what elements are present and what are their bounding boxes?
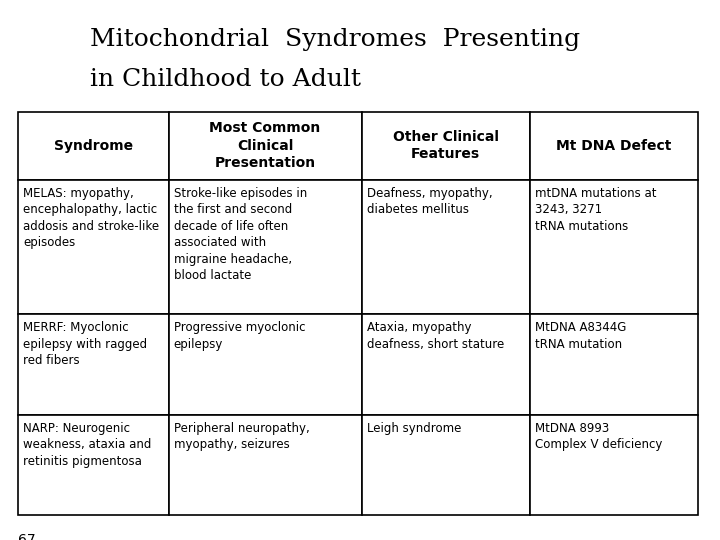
Bar [530,179,698,314]
Text: Other Clinical
Features: Other Clinical Features [392,130,499,161]
Bar [18,112,168,179]
Bar [18,179,168,314]
Bar [168,179,361,314]
Bar [168,112,361,179]
Text: Ataxia, myopathy
deafness, short stature: Ataxia, myopathy deafness, short stature [366,321,504,350]
Text: in Childhood to Adult: in Childhood to Adult [90,68,361,91]
Text: Most Common
Clinical
Presentation: Most Common Clinical Presentation [210,122,320,170]
Text: Stroke-like episodes in
the first and second
decade of life often
associated wit: Stroke-like episodes in the first and se… [174,186,307,282]
Bar [361,112,530,179]
Bar [530,112,698,179]
Text: Mitochondrial  Syndromes  Presenting: Mitochondrial Syndromes Presenting [90,28,580,51]
Text: Leigh syndrome: Leigh syndrome [366,422,461,435]
Bar [530,314,698,415]
Text: Deafness, myopathy,
diabetes mellitus: Deafness, myopathy, diabetes mellitus [366,186,492,216]
Text: Mt DNA Defect: Mt DNA Defect [556,139,672,153]
Text: MtDNA A8344G
tRNA mutation: MtDNA A8344G tRNA mutation [535,321,626,350]
Bar [361,314,530,415]
Bar [168,415,361,515]
Text: MtDNA 8993
Complex V deficiency: MtDNA 8993 Complex V deficiency [535,422,662,451]
Text: Progressive myoclonic
epilepsy: Progressive myoclonic epilepsy [174,321,305,350]
Bar [361,415,530,515]
Text: Syndrome: Syndrome [54,139,133,153]
Text: MELAS: myopathy,
encephalopathy, lactic
addosis and stroke-like
episodes: MELAS: myopathy, encephalopathy, lactic … [23,186,159,249]
Bar [168,314,361,415]
Bar [18,314,168,415]
Bar [361,179,530,314]
Text: Peripheral neuropathy,
myopathy, seizures: Peripheral neuropathy, myopathy, seizure… [174,422,310,451]
Text: NARP: Neurogenic
weakness, ataxia and
retinitis pigmentosa: NARP: Neurogenic weakness, ataxia and re… [23,422,151,468]
Text: 67: 67 [18,533,35,540]
Bar [530,415,698,515]
Text: mtDNA mutations at
3243, 3271
tRNA mutations: mtDNA mutations at 3243, 3271 tRNA mutat… [535,186,656,233]
Text: MERRF: Myoclonic
epilepsy with ragged
red fibers: MERRF: Myoclonic epilepsy with ragged re… [23,321,147,367]
Bar [18,415,168,515]
